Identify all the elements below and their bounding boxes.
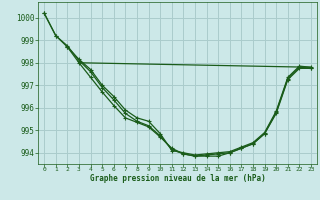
X-axis label: Graphe pression niveau de la mer (hPa): Graphe pression niveau de la mer (hPa) — [90, 174, 266, 183]
